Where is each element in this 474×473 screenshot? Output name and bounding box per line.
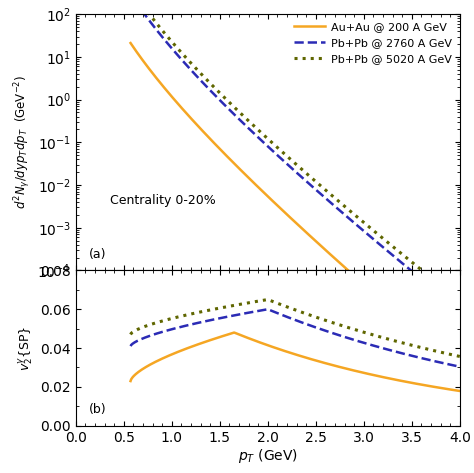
- Au+Au @ 200 A GeV: [449, 358, 455, 364]
- Line: Pb+Pb @ 5020 A GeV: Pb+Pb @ 5020 A GeV: [130, 0, 460, 301]
- Au+Au @ 200 A GeV: [457, 365, 463, 370]
- Pb+Pb @ 5020 A GeV: [398, 250, 403, 255]
- Pb+Pb @ 2760 A GeV: [286, 163, 292, 168]
- Pb+Pb @ 5020 A GeV: [457, 298, 463, 304]
- Pb+Pb @ 2760 A GeV: [284, 161, 290, 167]
- Pb+Pb @ 5020 A GeV: [286, 155, 292, 161]
- Pb+Pb @ 2760 A GeV: [457, 307, 463, 313]
- Pb+Pb @ 5020 A GeV: [449, 291, 455, 297]
- Pb+Pb @ 5020 A GeV: [324, 188, 329, 193]
- Au+Au @ 200 A GeV: [284, 211, 290, 217]
- Legend: Au+Au @ 200 A GeV, Pb+Pb @ 2760 A GeV, Pb+Pb @ 5020 A GeV: Au+Au @ 200 A GeV, Pb+Pb @ 2760 A GeV, P…: [292, 20, 454, 66]
- Pb+Pb @ 5020 A GeV: [306, 173, 311, 178]
- Au+Au @ 200 A GeV: [286, 213, 292, 219]
- Line: Au+Au @ 200 A GeV: Au+Au @ 200 A GeV: [130, 43, 460, 368]
- Y-axis label: $d^2 N_\gamma/dyp_Tdp_T$  (GeV$^{-2}$): $d^2 N_\gamma/dyp_Tdp_T$ (GeV$^{-2}$): [13, 75, 33, 210]
- Pb+Pb @ 2760 A GeV: [306, 181, 311, 186]
- Pb+Pb @ 5020 A GeV: [284, 153, 290, 159]
- Au+Au @ 200 A GeV: [128, 40, 133, 46]
- Pb+Pb @ 2760 A GeV: [449, 301, 455, 307]
- Au+Au @ 200 A GeV: [306, 232, 311, 237]
- Text: Centrality 0-20%: Centrality 0-20%: [110, 194, 216, 207]
- Y-axis label: $v_2^\gamma\{\mathrm{SP}\}$: $v_2^\gamma\{\mathrm{SP}\}$: [17, 325, 36, 371]
- Text: (b): (b): [89, 403, 107, 416]
- X-axis label: $p_T$ (GeV): $p_T$ (GeV): [238, 447, 298, 465]
- Pb+Pb @ 2760 A GeV: [324, 196, 329, 202]
- Pb+Pb @ 2760 A GeV: [398, 259, 403, 264]
- Au+Au @ 200 A GeV: [398, 314, 403, 319]
- Text: (a): (a): [89, 248, 107, 262]
- Line: Pb+Pb @ 2760 A GeV: Pb+Pb @ 2760 A GeV: [130, 0, 460, 310]
- Au+Au @ 200 A GeV: [324, 248, 329, 254]
